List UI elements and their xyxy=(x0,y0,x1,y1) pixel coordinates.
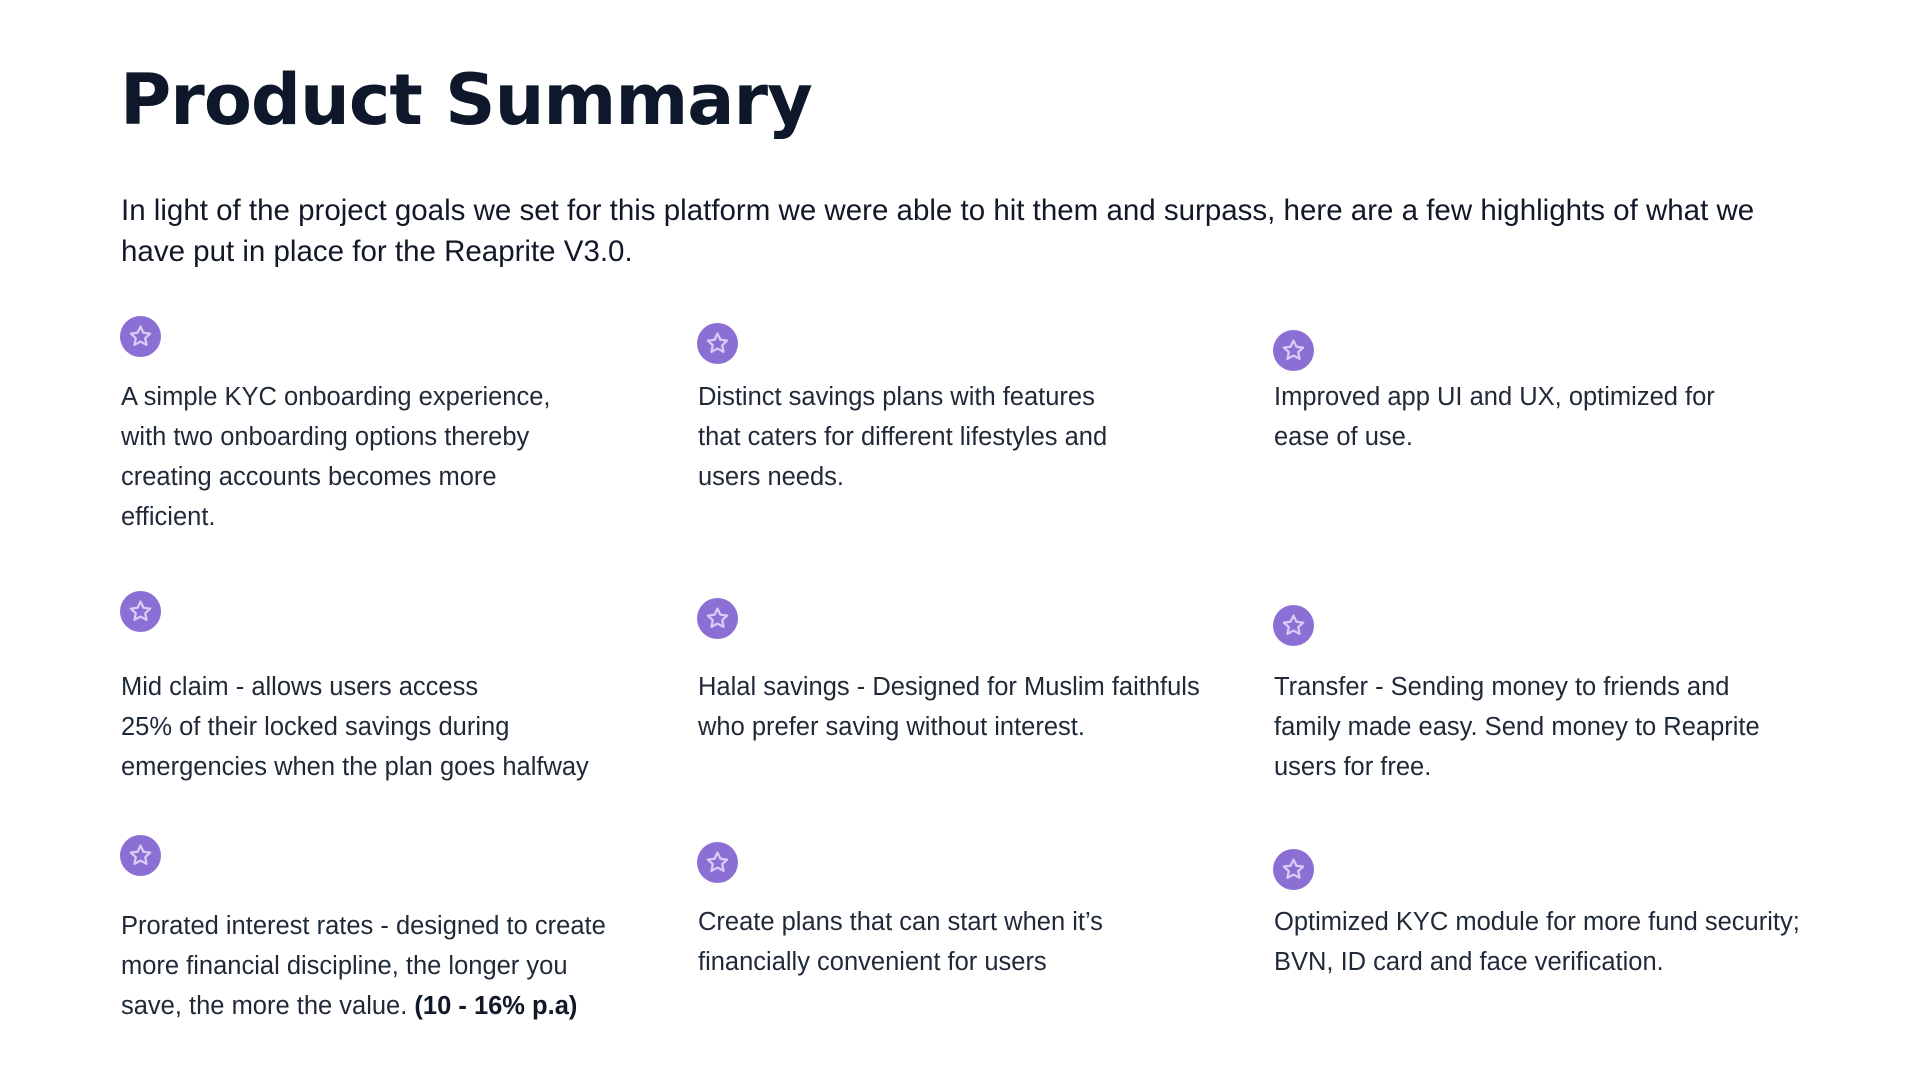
star-icon xyxy=(1273,330,1314,371)
highlight-text: Halal savings - Designed for Muslim fait… xyxy=(698,673,1200,741)
highlight-text: Create plans that can start when it’s fi… xyxy=(698,908,1103,976)
highlight-text: Transfer - Sending money to friends and … xyxy=(1274,673,1760,781)
highlight-body: Prorated interest rates - designed to cr… xyxy=(121,912,606,1020)
highlight-text: Optimized KYC module for more fund secur… xyxy=(1274,908,1800,976)
star-icon xyxy=(697,842,738,883)
star-icon xyxy=(1273,849,1314,890)
intro-paragraph: In light of the project goals we set for… xyxy=(121,194,1755,268)
star-icon xyxy=(120,591,161,632)
star-icon xyxy=(697,323,738,364)
highlight-text: Prorated interest rates - designed to cr… xyxy=(121,906,681,1026)
interest-rate-range: (10 - 16% p.a) xyxy=(414,992,578,1020)
highlight-text: A simple KYC onboarding experience, with… xyxy=(121,383,551,531)
page-title: Product Summary xyxy=(120,59,813,141)
star-icon xyxy=(120,316,161,357)
highlight-text: Improved app UI and UX, optimized for ea… xyxy=(1274,383,1715,451)
star-icon xyxy=(1273,605,1314,646)
star-icon xyxy=(120,835,161,876)
star-icon xyxy=(697,598,738,639)
highlight-text: Distinct savings plans with features tha… xyxy=(698,383,1108,491)
highlight-text: Mid claim - allows users access 25% of t… xyxy=(121,673,589,781)
